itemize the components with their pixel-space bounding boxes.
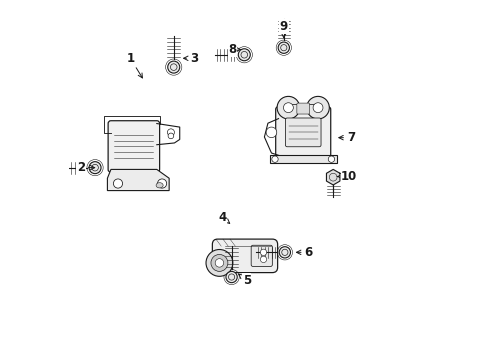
Circle shape [277, 96, 300, 119]
Circle shape [279, 247, 291, 258]
FancyBboxPatch shape [212, 239, 278, 273]
Polygon shape [326, 170, 340, 185]
Text: 5: 5 [239, 274, 251, 287]
Polygon shape [270, 155, 337, 163]
Circle shape [283, 103, 294, 113]
Circle shape [260, 256, 267, 262]
Text: 3: 3 [184, 52, 198, 65]
Text: 10: 10 [338, 170, 357, 183]
Circle shape [266, 127, 277, 138]
Circle shape [328, 156, 335, 162]
Circle shape [278, 42, 290, 53]
Circle shape [215, 259, 223, 267]
Circle shape [206, 249, 233, 276]
Circle shape [113, 179, 122, 188]
FancyBboxPatch shape [108, 121, 160, 172]
Text: 9: 9 [280, 20, 288, 38]
Circle shape [89, 162, 101, 174]
Text: 2: 2 [77, 161, 95, 174]
Circle shape [226, 271, 237, 283]
Circle shape [260, 249, 267, 256]
FancyBboxPatch shape [251, 245, 272, 266]
Text: 4: 4 [218, 211, 230, 224]
Text: 7: 7 [339, 131, 355, 144]
Circle shape [313, 103, 323, 113]
Circle shape [168, 61, 180, 73]
Circle shape [157, 179, 167, 188]
Circle shape [168, 133, 174, 139]
FancyBboxPatch shape [285, 118, 321, 147]
Text: 6: 6 [296, 246, 313, 259]
Text: 8: 8 [228, 43, 241, 56]
Text: 1: 1 [126, 52, 143, 78]
Polygon shape [107, 170, 169, 190]
Ellipse shape [156, 183, 163, 188]
Circle shape [238, 49, 250, 61]
FancyBboxPatch shape [297, 103, 310, 114]
Circle shape [307, 96, 329, 119]
Circle shape [211, 255, 228, 271]
FancyBboxPatch shape [276, 107, 331, 158]
Circle shape [272, 156, 278, 162]
Circle shape [168, 129, 174, 136]
